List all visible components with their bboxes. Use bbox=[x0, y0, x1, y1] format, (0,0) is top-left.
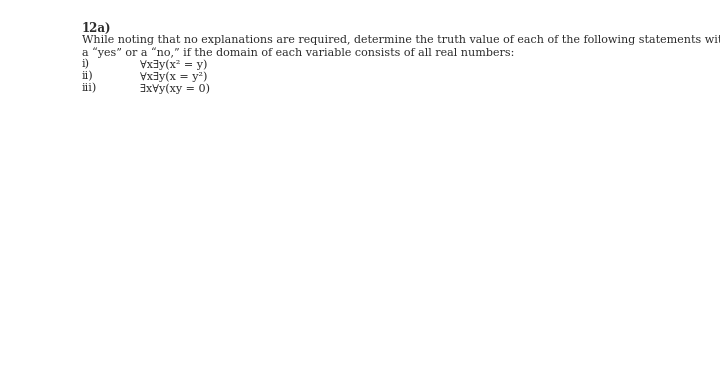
Text: ∀x∃y(x = y²): ∀x∃y(x = y²) bbox=[140, 71, 207, 82]
Text: While noting that no explanations are required, determine the truth value of eac: While noting that no explanations are re… bbox=[82, 35, 720, 45]
Text: iii): iii) bbox=[82, 83, 97, 93]
Text: i): i) bbox=[82, 59, 90, 69]
Text: ∀x∃y(x² = y): ∀x∃y(x² = y) bbox=[140, 59, 207, 69]
Text: 12a): 12a) bbox=[82, 22, 112, 35]
Text: a “yes” or a “no,” if the domain of each variable consists of all real numbers:: a “yes” or a “no,” if the domain of each… bbox=[82, 47, 514, 58]
Text: ∃x∀y(xy = 0): ∃x∀y(xy = 0) bbox=[140, 83, 210, 94]
Text: ii): ii) bbox=[82, 71, 94, 81]
